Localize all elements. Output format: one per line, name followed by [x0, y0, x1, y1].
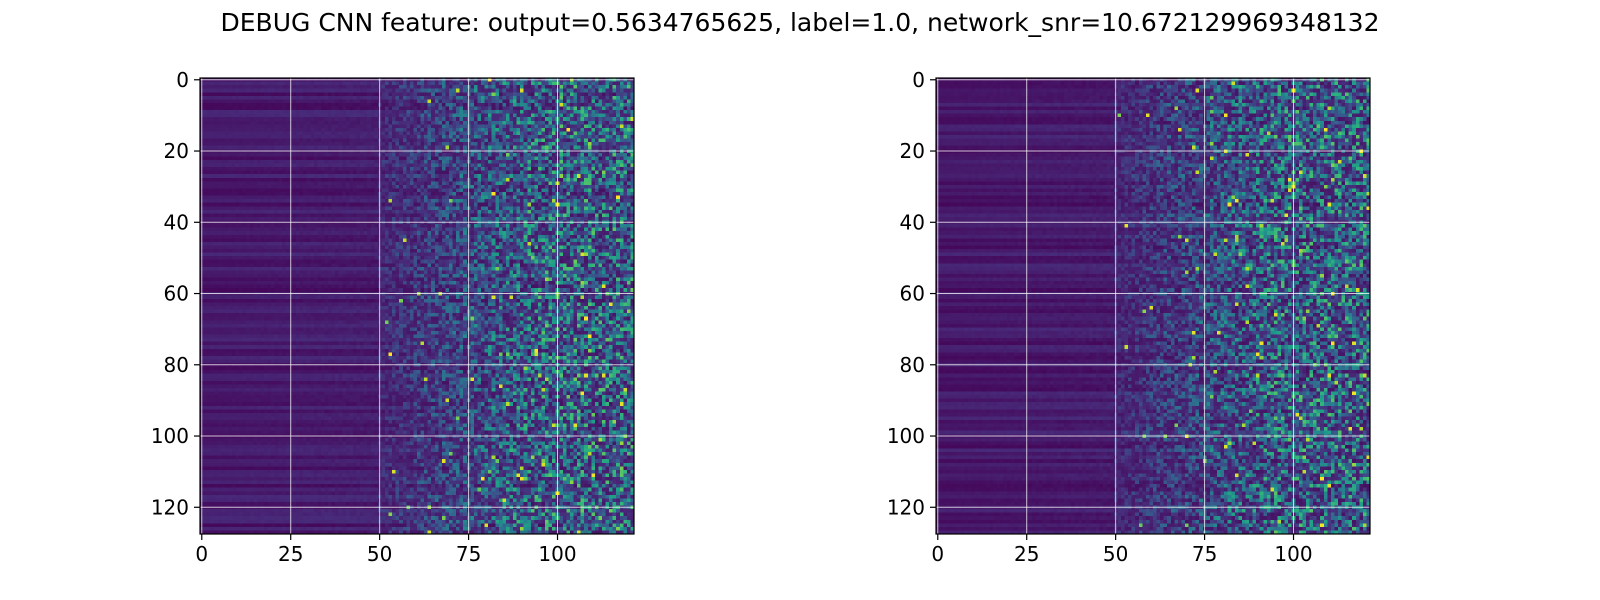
y-tick-label: 60 — [164, 282, 189, 306]
y-tick-label: 20 — [164, 139, 189, 163]
y-tick-label: 80 — [900, 353, 925, 377]
heatmap-image — [200, 78, 634, 534]
heatmap-panel-left: 0 25 50 75 100 0 20 40 60 80 100 120 — [151, 68, 635, 566]
x-tick-label: 100 — [1274, 542, 1312, 566]
y-tick-label: 80 — [164, 353, 189, 377]
y-tick-label: 100 — [887, 424, 925, 448]
x-tick-label: 25 — [278, 542, 303, 566]
y-tick-label: 0 — [176, 68, 189, 92]
heatmap-image — [936, 78, 1370, 534]
axes-frame — [935, 77, 1371, 535]
x-tick-label: 100 — [538, 542, 576, 566]
y-tick-label: 120 — [887, 495, 925, 519]
x-tick-label: 0 — [195, 542, 208, 566]
axes-frame — [199, 77, 635, 535]
x-tick-label: 0 — [931, 542, 944, 566]
y-tick-label: 40 — [164, 210, 189, 234]
y-tick-label: 40 — [900, 210, 925, 234]
y-tick-label: 0 — [912, 68, 925, 92]
x-tick-label: 75 — [456, 542, 481, 566]
x-tick-label: 75 — [1192, 542, 1217, 566]
figure-title: DEBUG CNN feature: output=0.5634765625, … — [220, 8, 1380, 37]
y-tick-label: 120 — [151, 495, 189, 519]
x-tick-label: 50 — [1103, 542, 1128, 566]
y-tick-label: 20 — [900, 139, 925, 163]
y-tick-label: 60 — [900, 282, 925, 306]
x-tick-label: 50 — [367, 542, 392, 566]
heatmap-panel-right: 0 25 50 75 100 0 20 40 60 80 100 120 — [887, 68, 1371, 566]
x-tick-label: 25 — [1014, 542, 1039, 566]
y-tick-label: 100 — [151, 424, 189, 448]
